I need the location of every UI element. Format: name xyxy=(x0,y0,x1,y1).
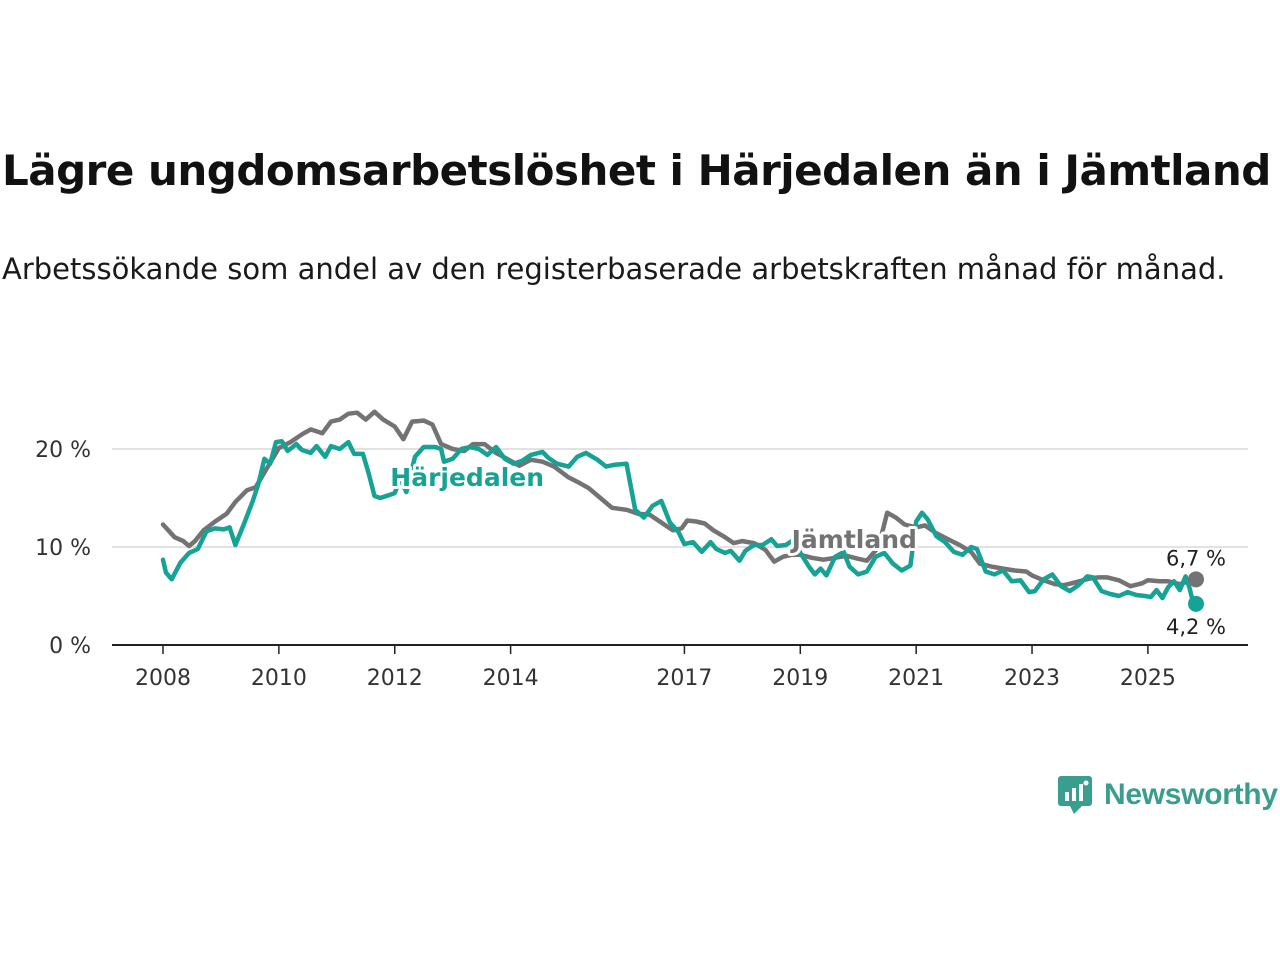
end-marker-harjedalen xyxy=(1188,595,1204,612)
series-label-jamtland: Jämtland xyxy=(790,525,917,554)
x-tick-label: 2017 xyxy=(656,666,712,691)
brand-name: Newsworthy xyxy=(1104,778,1278,811)
brand-logo: Newsworthy xyxy=(1058,770,1278,820)
end-value-label-jamtland: 6,7 % xyxy=(1166,546,1226,570)
x-tick-label: 2023 xyxy=(1004,666,1060,691)
y-tick-label: 0 % xyxy=(49,634,91,659)
series-label-harjedalen: Härjedalen xyxy=(390,463,544,492)
series-line-harjedalen xyxy=(160,438,1199,607)
y-tick-label: 10 % xyxy=(35,536,91,561)
x-tick-label: 2019 xyxy=(772,666,828,691)
end-marker-jamtland xyxy=(1188,571,1204,588)
y-axis-ticks: 0 % 10 % 20 % xyxy=(35,438,91,659)
series-labels: Jämtland Härjedalen xyxy=(387,460,920,557)
end-value-label-harjedalen: 4,2 % xyxy=(1166,615,1226,639)
series-lines xyxy=(160,409,1199,607)
x-tick-label: 2021 xyxy=(888,666,944,691)
chart-subtitle: Arbetssökande som andel av den registerb… xyxy=(2,252,1226,286)
x-tick-label: 2008 xyxy=(135,666,191,691)
end-markers: 6,7 % 4,2 % xyxy=(1166,546,1226,639)
y-tick-label: 20 % xyxy=(35,438,91,463)
series-line-jamtland xyxy=(160,409,1199,589)
x-tick-label: 2025 xyxy=(1120,666,1176,691)
chart-title: Lägre ungdomsarbetslöshet i Härjedalen ä… xyxy=(2,146,1271,195)
x-tick-label: 2012 xyxy=(367,666,423,691)
x-tick-label: 2010 xyxy=(251,666,307,691)
newsworthy-logo-icon xyxy=(1058,776,1092,814)
x-tick-label: 2014 xyxy=(483,666,539,691)
x-axis: 2008 2010 2012 2014 2017 2019 2021 2023 2025 xyxy=(112,644,1248,691)
